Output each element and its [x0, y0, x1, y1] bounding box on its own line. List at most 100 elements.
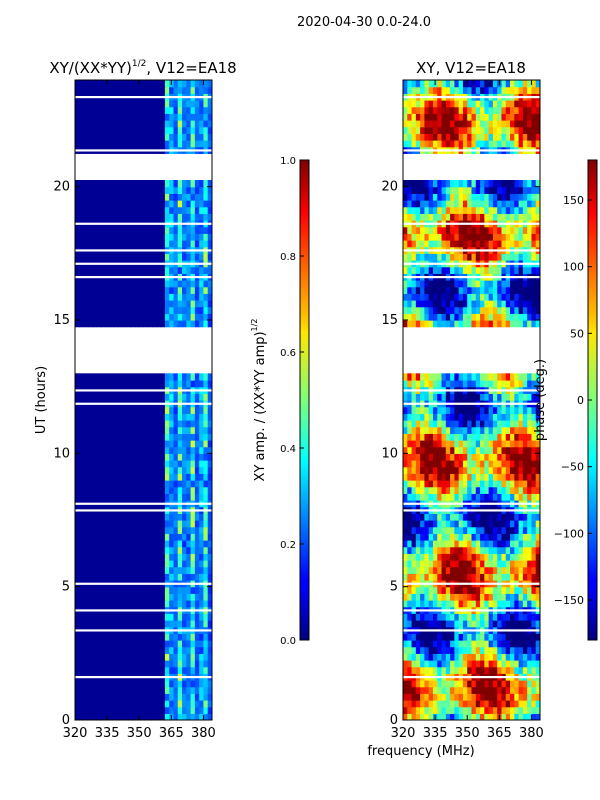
phase-cell [488, 226, 494, 234]
amplitude-cell [152, 133, 157, 141]
phase-cell [505, 573, 511, 581]
amplitude-cell [75, 200, 80, 208]
phase-cell [437, 406, 443, 414]
phase-cell [437, 460, 443, 468]
phase-cell [484, 453, 490, 461]
phase-cell [514, 426, 520, 434]
amplitude-cell [104, 233, 110, 241]
phase-cell [458, 213, 464, 221]
phase-cell [480, 426, 485, 434]
phase-cell [501, 213, 507, 221]
phase-cell [518, 300, 524, 308]
amplitude-cell [152, 593, 157, 601]
amplitude-cell [164, 560, 170, 568]
amplitude-cell [182, 180, 187, 188]
amplitude-cell [104, 633, 110, 641]
amplitude-cell [199, 120, 205, 128]
phase-cell [471, 466, 477, 474]
amplitude-cell [199, 486, 205, 494]
phase-cell [458, 420, 464, 428]
amplitude-cell [152, 240, 157, 248]
phase-cell [522, 433, 528, 441]
phase-cell [441, 306, 447, 314]
amplitude-cell [134, 453, 140, 461]
amplitude-cell [182, 133, 187, 141]
amplitude-cell [83, 660, 89, 668]
amplitude-cell [130, 320, 136, 328]
phase-cell [467, 593, 473, 601]
amplitude-cell [126, 120, 132, 128]
phase-cell [450, 700, 455, 708]
amplitude-cell [139, 266, 145, 274]
amplitude-cell [160, 533, 166, 541]
amplitude-cell [156, 466, 162, 474]
phase-cell [480, 213, 485, 221]
amplitude-cell [203, 286, 209, 294]
amplitude-cell [126, 280, 132, 288]
amplitude-cell [160, 460, 166, 468]
phase-cell [510, 460, 515, 468]
phase-cell [450, 493, 455, 501]
phase-cell [462, 593, 468, 601]
amplitude-cell [100, 100, 106, 108]
phase-cell [518, 266, 524, 274]
amplitude-cell [96, 213, 102, 221]
amplitude-cell [117, 646, 123, 654]
phase-cell [462, 406, 468, 414]
phase-cell [531, 240, 537, 248]
amplitude-cell [207, 293, 212, 301]
amplitude-cell [122, 253, 127, 261]
phase-cell [501, 586, 507, 594]
amplitude-cell [122, 413, 127, 421]
phase-cell [475, 600, 481, 608]
phase-cell [467, 640, 473, 648]
phase-cell [527, 546, 533, 554]
amplitude-cell [147, 653, 153, 661]
amplitude-cell [194, 420, 200, 428]
phase-cell [407, 533, 413, 541]
phase-cell [407, 453, 413, 461]
phase-cell [428, 433, 434, 441]
amplitude-cell [79, 593, 85, 601]
amplitude-cell [194, 706, 200, 714]
amplitude-cell [96, 140, 102, 148]
phase-cell [475, 646, 481, 654]
phase-cell [441, 693, 447, 701]
amplitude-cell [130, 600, 136, 608]
phase-cell [445, 266, 451, 274]
phase-cell [411, 573, 417, 581]
amplitude-cell [122, 100, 127, 108]
amplitude-cell [152, 540, 157, 548]
phase-cell [492, 653, 498, 661]
phase-cell [527, 520, 533, 528]
phase-cell [475, 466, 481, 474]
amplitude-cell [173, 560, 179, 568]
phase-cell [492, 493, 498, 501]
amplitude-cell [83, 553, 89, 561]
amplitude-cell [173, 540, 179, 548]
amplitude-cell [109, 186, 115, 194]
amplitude-cell [152, 300, 157, 308]
amplitude-cell [134, 613, 140, 621]
amplitude-cell [75, 313, 80, 321]
amplitude-cell [87, 453, 93, 461]
phase-cell [510, 666, 515, 674]
amplitude-cell [190, 373, 196, 381]
amplitude-cell [143, 513, 149, 521]
phase-cell [518, 406, 524, 414]
amplitude-cell [143, 713, 149, 720]
phase-cell [445, 546, 451, 554]
amplitude-cell [87, 213, 93, 221]
amplitude-cell [104, 473, 110, 481]
amplitude-cell [156, 393, 162, 401]
phase-cell [445, 320, 451, 328]
phase-cell [492, 660, 498, 668]
amplitude-cell [203, 406, 209, 414]
amplitude-cell [100, 133, 106, 141]
amplitude-cell [182, 453, 187, 461]
amplitude-cell [104, 213, 110, 221]
amplitude-cell [182, 426, 187, 434]
phase-cell [467, 466, 473, 474]
amplitude-cell [194, 540, 200, 548]
phase-cell [403, 666, 408, 674]
